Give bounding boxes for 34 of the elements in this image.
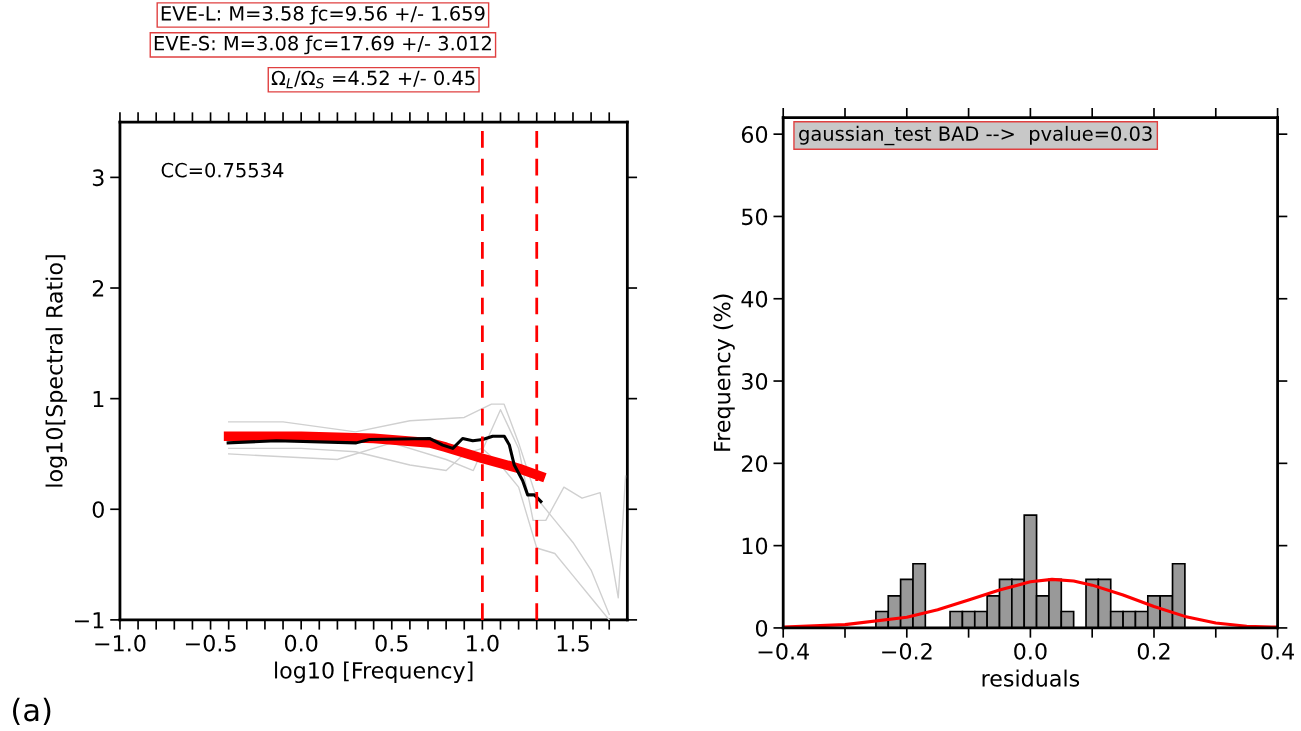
y-tick-label: 1 bbox=[93, 390, 104, 408]
x-axis-title: log10 [Frequency] bbox=[275, 661, 473, 684]
text: EVE-L: M=3.58 ƒc=9.56 +/- 1.659 bbox=[161, 5, 485, 25]
y-tick-label: −1 bbox=[74, 612, 104, 629]
y-axis-title: log10[Spectral Ratio] bbox=[45, 255, 68, 487]
x-tick-label: 0.5 bbox=[375, 634, 408, 652]
x-tick-label: 1.5 bbox=[557, 635, 589, 652]
text: (a) bbox=[13, 697, 51, 726]
x-axis-title: residuals bbox=[982, 669, 1080, 687]
y-tick-label: 20 bbox=[741, 455, 768, 473]
y-tick-label: 40 bbox=[741, 290, 768, 308]
y-tick-label: 30 bbox=[742, 372, 768, 390]
x-tick-label: 0.0 bbox=[1014, 642, 1047, 660]
y-tick-label: 0 bbox=[755, 619, 768, 637]
line-series bbox=[226, 434, 543, 504]
x-tick-label: −0.2 bbox=[882, 642, 932, 660]
x-tick-label: 1.0 bbox=[467, 634, 499, 652]
y-tick-label: 3 bbox=[92, 169, 104, 187]
x-tick-label: 0.0 bbox=[284, 634, 318, 652]
x-tick-label: −0.5 bbox=[185, 634, 236, 652]
y-tick-label: 2 bbox=[92, 279, 104, 297]
annotation: CC=0.75534 bbox=[161, 162, 284, 178]
y-tick-label: 60 bbox=[741, 126, 768, 143]
y-tick-label: 50 bbox=[742, 208, 768, 226]
y-tick-label: 10 bbox=[742, 537, 768, 555]
x-tick-label: 0.2 bbox=[1137, 642, 1170, 660]
y-axis-title: Frequency (%) bbox=[713, 294, 735, 451]
text: EVE-S: M=3.08 ƒc=17.69 +/- 3.012 bbox=[154, 35, 491, 55]
y-tick-label: 0 bbox=[92, 501, 104, 519]
text: Ω$_{L}$/Ω$_{S}$ =4.52 +/- 0.45 bbox=[271, 70, 475, 89]
annotation: gaussian_test BAD --> pvalue=0.03 bbox=[799, 125, 1152, 146]
x-tick-label: −0.4 bbox=[758, 642, 809, 660]
x-tick-label: 0.4 bbox=[1261, 642, 1295, 660]
x-tick-label: −1.0 bbox=[95, 634, 146, 652]
